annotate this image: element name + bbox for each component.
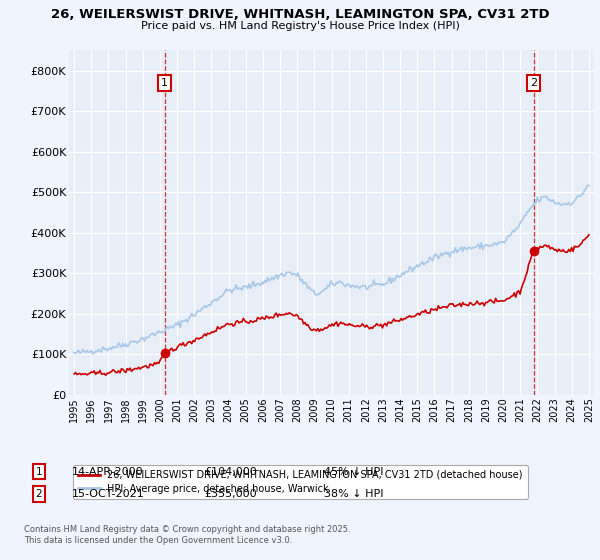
Text: 26, WEILERSWIST DRIVE, WHITNASH, LEAMINGTON SPA, CV31 2TD: 26, WEILERSWIST DRIVE, WHITNASH, LEAMING… bbox=[50, 8, 550, 21]
Text: 45% ↓ HPI: 45% ↓ HPI bbox=[324, 466, 383, 477]
Text: 1: 1 bbox=[35, 466, 43, 477]
Text: 2: 2 bbox=[530, 78, 538, 88]
Text: £355,000: £355,000 bbox=[204, 489, 257, 499]
Text: 15-OCT-2021: 15-OCT-2021 bbox=[72, 489, 145, 499]
Text: Price paid vs. HM Land Registry's House Price Index (HPI): Price paid vs. HM Land Registry's House … bbox=[140, 21, 460, 31]
Text: Contains HM Land Registry data © Crown copyright and database right 2025.
This d: Contains HM Land Registry data © Crown c… bbox=[24, 525, 350, 545]
Text: £104,000: £104,000 bbox=[204, 466, 257, 477]
Legend: 26, WEILERSWIST DRIVE, WHITNASH, LEAMINGTON SPA, CV31 2TD (detached house), HPI:: 26, WEILERSWIST DRIVE, WHITNASH, LEAMING… bbox=[73, 465, 528, 499]
Text: 38% ↓ HPI: 38% ↓ HPI bbox=[324, 489, 383, 499]
Text: 14-APR-2000: 14-APR-2000 bbox=[72, 466, 143, 477]
Text: 2: 2 bbox=[35, 489, 43, 499]
Text: 1: 1 bbox=[161, 78, 168, 88]
